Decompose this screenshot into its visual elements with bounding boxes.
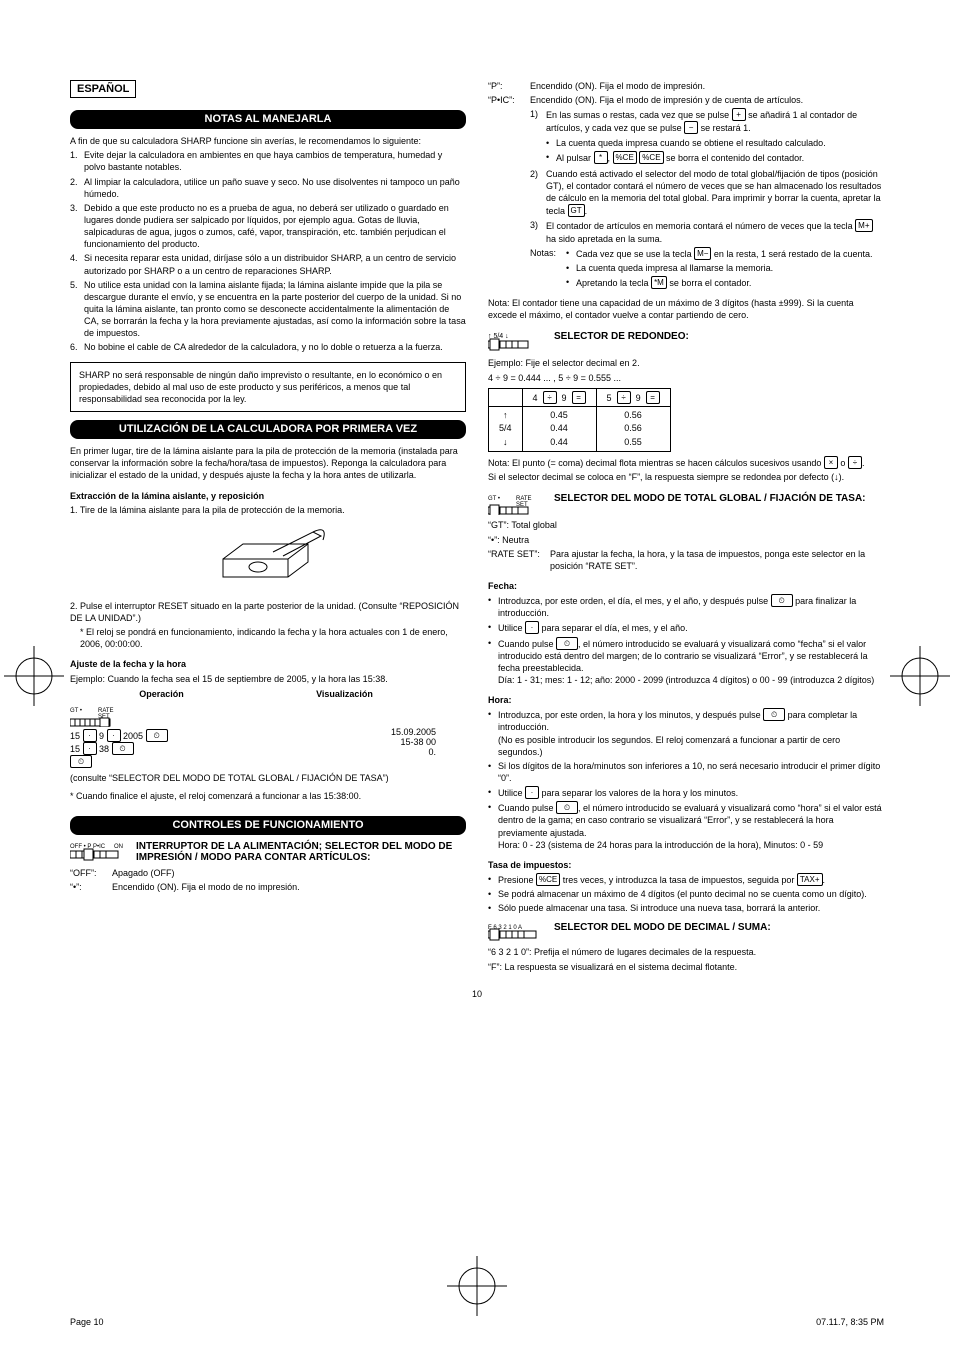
power-switch-heading: INTERRUPTOR DE LA ALIMENTACIÓN; SELECTOR… <box>136 841 466 863</box>
nota-item: Apretando la tecla *M se borra el contad… <box>576 276 884 289</box>
operation-table: Operación GT •RATESET 15 · 9 · 2005 ⏲ 15… <box>70 689 466 768</box>
rounding-table: 4 ÷ 9 = 5 ÷ 9 = ↑ 5/4 ↓ 0.45 0.44 0.44 0… <box>488 388 671 453</box>
right-column: “P”:Encendido (ON). Fija el modo de impr… <box>488 80 884 975</box>
f-note: Si el selector decimal se coloca en “F”,… <box>488 471 884 483</box>
left-column: ESPAÑOL NOTAS AL MANEJARLA A fin de que … <box>70 80 466 975</box>
def-key: “OFF”: <box>70 867 112 879</box>
display-value: 15-38 00 <box>253 737 436 747</box>
def-val: Encendido (ON). Fija el modo de impresió… <box>530 94 884 106</box>
rounding-switch-icon: ↑ 5/4 ↓ <box>488 331 538 353</box>
vis-header: Visualización <box>253 689 436 699</box>
hora-heading: Hora: <box>488 694 884 706</box>
table-header: 4 ÷ 9 = <box>522 388 596 406</box>
hora-item: Introduzca, por este orden, la hora y lo… <box>498 708 884 758</box>
rounding-switch-row: ↑ 5/4 ↓ SELECTOR DE REDONDEO: <box>488 331 884 353</box>
def-val: Encendido (ON). Fija el modo de no impre… <box>112 881 466 893</box>
reloj-note: * Cuando finalice el ajuste, el reloj co… <box>70 790 466 802</box>
display-value: 0. <box>253 747 436 757</box>
footer-right: 07.11.7, 8:35 PM <box>816 1317 884 1327</box>
def-key: “P”: <box>488 80 530 92</box>
def-key: “P•IC”: <box>488 94 530 106</box>
rounding-eq: 4 ÷ 9 = 0.444 ... , 5 ÷ 9 = 0.555 ... <box>488 372 884 384</box>
main-list-item: No utilice esta unidad con la lamina ais… <box>84 279 466 340</box>
decimal-switch-icon: F 6 3 2 1 0 A <box>488 922 543 942</box>
rateset-key: “RATE SET”: <box>488 548 550 572</box>
display-value: 15.09.2005 <box>253 727 436 737</box>
extraccion-step: 1. Tire de la lámina aislante para la pi… <box>70 504 466 516</box>
footer-left: Page 10 <box>70 1317 104 1327</box>
hora-item: Si los dígitos de la hora/minutos son in… <box>498 760 884 784</box>
svg-text:GT •: GT • <box>488 496 500 502</box>
hora-item: Cuando pulse ⏲, el número introducido se… <box>498 801 884 851</box>
ops-header: Operación <box>70 689 253 699</box>
main-list-item: Al limpiar la calculadora, utilice un pa… <box>84 176 466 200</box>
consulte-note: (consulte “SELECTOR DEL MODO DE TOTAL GL… <box>70 772 466 784</box>
pic-item: En las sumas o restas, cada vez que se p… <box>546 108 884 166</box>
hora-item: Utilice · para separar los valores de la… <box>498 786 884 799</box>
main-list-item: Evite dejar la calculadora en ambientes … <box>84 149 466 173</box>
footer-meta: Page 10 07.11.7, 8:35 PM <box>70 1317 884 1327</box>
tasa-item: Presione %CE tres veces, y introduzca la… <box>498 873 884 886</box>
fecha-item: Utilice · para separar el día, el mes, y… <box>498 621 884 634</box>
gt-switch-icon: GT •RATESET <box>488 493 538 515</box>
ajuste-example: Ejemplo: Cuando la fecha sea el 15 de se… <box>70 673 466 685</box>
gt-def: “GT”: Total global <box>488 519 884 531</box>
rounding-example: Ejemplo: Fije el selector decimal en 2. <box>488 357 884 369</box>
rateset-val: Para ajustar la fecha, la hora, y la tas… <box>550 548 884 572</box>
svg-text:GT •: GT • <box>70 708 82 714</box>
registration-mark-left <box>4 646 64 706</box>
banner-primera: UTILIZACIÓN DE LA CALCULADORA POR PRIMER… <box>70 420 466 439</box>
fecha-item: Cuando pulse ⏲, el número introducido se… <box>498 637 884 687</box>
fecha-heading: Fecha: <box>488 580 884 592</box>
main-list-item: No bobine el cable de CA alrededor de la… <box>84 341 466 353</box>
page-number: 10 <box>70 989 884 999</box>
pic-bullet: La cuenta queda impresa cuando se obtien… <box>556 137 884 149</box>
notas-label: Notas: <box>530 247 566 291</box>
registration-mark-right <box>890 646 950 706</box>
ajuste-heading: Ajuste de la fecha y la hora <box>70 658 466 670</box>
language-label: ESPAÑOL <box>70 80 136 98</box>
reset-note: * El reloj se pondrá en funcionamiento, … <box>70 626 466 650</box>
intro-text: A fin de que su calculadora SHARP funcio… <box>70 135 466 147</box>
nota-item: La cuenta queda impresa al llamarse la m… <box>576 262 884 274</box>
gt-switch-row: GT •RATESET SELECTOR DEL MODO DE TOTAL G… <box>488 493 884 515</box>
main-list: 1.Evite dejar la calculadora en ambiente… <box>70 149 466 353</box>
registration-mark-bottom <box>447 1256 507 1316</box>
tasa-item: Sólo puede almacenar una tasa. Si introd… <box>498 902 884 914</box>
nota-item: Cada vez que se use la tecla M− en la re… <box>576 247 884 260</box>
decimal-heading: SELECTOR DEL MODO DE DECIMAL / SUMA: <box>554 922 771 933</box>
gt-heading: SELECTOR DEL MODO DE TOTAL GLOBAL / FIJA… <box>554 493 866 504</box>
counter-note: Nota: El contador tiene una capacidad de… <box>488 297 884 321</box>
pic-item: El contador de artículos en memoria cont… <box>546 219 884 244</box>
power-switch-icon: OFF • P P•ICON <box>70 841 125 863</box>
fecha-item: Introduzca, por este orden, el día, el m… <box>498 594 884 619</box>
banner-notas: NOTAS AL MANEJARLA <box>70 110 466 129</box>
def-key: “•”: <box>70 881 112 893</box>
punto-note: Nota: El punto (= coma) decimal flota mi… <box>488 456 884 469</box>
content-columns: ESPAÑOL NOTAS AL MANEJARLA A fin de que … <box>70 80 884 975</box>
extraccion-heading: Extracción de la lámina aislante, y repo… <box>70 490 466 502</box>
table-header: 5 ÷ 9 = <box>596 388 670 406</box>
tasa-heading: Tasa de impuestos: <box>488 859 884 871</box>
pic-item: Cuando está activado el selector del mod… <box>546 168 884 218</box>
primera-intro: En primer lugar, tire de la lámina aisla… <box>70 445 466 481</box>
pic-bullet: Al pulsar *, %CE %CE se borra el conteni… <box>556 151 884 164</box>
def-val: Apagado (OFF) <box>112 867 466 879</box>
decimal-switch-row: F 6 3 2 1 0 A SELECTOR DEL MODO DE DECIM… <box>488 922 884 942</box>
rate-set-switch-icon: GT •RATESET <box>70 705 120 727</box>
dec-def: “6 3 2 1 0”: Prefija el número de lugare… <box>488 946 884 958</box>
disclaimer-box: SHARP no será responsable de ningún daño… <box>70 362 466 412</box>
rounding-heading: SELECTOR DE REDONDEO: <box>554 331 689 342</box>
power-switch-row: OFF • P P•ICON INTERRUPTOR DE LA ALIMENT… <box>70 841 466 863</box>
def-val: Encendido (ON). Fija el modo de impresió… <box>530 80 884 92</box>
banner-controles: CONTROLES DE FUNCIONAMIENTO <box>70 816 466 835</box>
neutra-def: “•”: Neutra <box>488 534 884 546</box>
main-list-item: Si necesita reparar esta unidad, diríjas… <box>84 252 466 276</box>
dec-def: “F”: La respuesta se visualizará en el s… <box>488 961 884 973</box>
main-list-item: Debido a que este producto no es a prueb… <box>84 202 466 251</box>
battery-illustration <box>70 522 466 594</box>
reset-step: 2. Pulse el interruptor RESET situado en… <box>70 600 466 624</box>
svg-text:ON: ON <box>114 844 123 850</box>
tasa-item: Se podrá almacenar un máximo de 4 dígito… <box>498 888 884 900</box>
